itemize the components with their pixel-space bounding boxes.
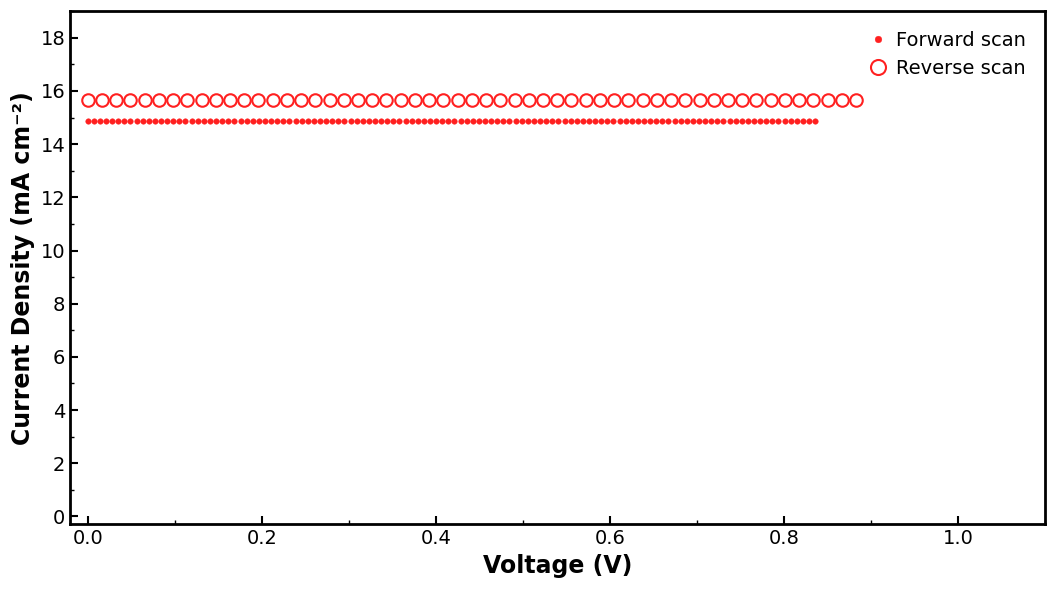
Reverse scan: [266, 97, 279, 104]
Forward scan: [785, 118, 797, 125]
Forward scan: [809, 118, 822, 125]
Reverse scan: [765, 97, 777, 104]
Line: Forward scan: Forward scan: [84, 118, 818, 124]
Forward scan: [656, 118, 668, 125]
Reverse scan: [224, 97, 237, 104]
X-axis label: Voltage (V): Voltage (V): [483, 554, 633, 578]
Reverse scan: [835, 97, 848, 104]
Forward scan: [234, 118, 247, 125]
Y-axis label: Current Density (mA cm⁻²): Current Density (mA cm⁻²): [12, 91, 35, 445]
Forward scan: [583, 118, 596, 125]
Line: Reverse scan: Reverse scan: [81, 94, 863, 107]
Forward scan: [277, 118, 289, 125]
Reverse scan: [850, 97, 863, 104]
Reverse scan: [167, 97, 180, 104]
Reverse scan: [81, 97, 94, 104]
Forward scan: [485, 118, 497, 125]
Forward scan: [81, 118, 94, 125]
Legend: Forward scan, Reverse scan: Forward scan, Reverse scan: [861, 21, 1035, 88]
Reverse scan: [366, 97, 379, 104]
